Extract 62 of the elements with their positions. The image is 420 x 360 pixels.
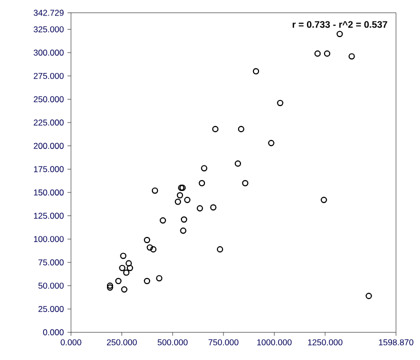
point <box>126 260 132 266</box>
x-tick-label: 250.000 <box>106 339 137 346</box>
y-tick-label: 200.000 <box>34 142 64 149</box>
y-tick-label: 50.000 <box>38 282 64 289</box>
point <box>212 126 218 132</box>
point <box>156 275 162 282</box>
y-tick-label: 0.000 <box>43 329 64 336</box>
point <box>200 165 208 172</box>
x-tick-label: 1000.000 <box>257 339 292 346</box>
point <box>184 196 190 204</box>
point <box>180 216 188 223</box>
point <box>242 180 248 186</box>
y-tick-label: 342.729 <box>34 10 64 16</box>
y-tick-label: 225.000 <box>34 120 64 126</box>
point <box>196 205 204 212</box>
point <box>106 282 114 289</box>
y-tick-label: 75.000 <box>38 259 64 266</box>
y-tick-label: 250.000 <box>34 96 64 102</box>
y-tick-label: 100.000 <box>34 236 64 242</box>
point <box>320 196 328 204</box>
x-tick-label: 1598.870 <box>378 339 414 346</box>
point <box>176 192 184 198</box>
y-tick-label: 175.000 <box>34 166 64 172</box>
point <box>160 217 166 224</box>
point <box>144 278 150 284</box>
point <box>324 50 330 57</box>
x-tick-label: 1250.000 <box>308 339 342 346</box>
point <box>277 100 284 106</box>
y-tick-label: 275.000 <box>34 72 64 79</box>
point <box>126 264 134 272</box>
point <box>238 126 244 132</box>
point <box>144 236 150 244</box>
point <box>180 228 186 234</box>
point <box>150 246 156 252</box>
point <box>366 292 372 300</box>
point <box>198 180 206 186</box>
x-tick-label: 500.000 <box>158 339 188 346</box>
point <box>216 246 224 252</box>
point <box>268 140 274 146</box>
y-tick-label: 125.000 <box>34 212 64 219</box>
point <box>348 53 355 60</box>
y-tick-label: 150.000 <box>34 189 64 196</box>
point <box>146 244 154 251</box>
point <box>106 284 114 291</box>
point <box>152 187 158 194</box>
point <box>234 160 242 167</box>
point <box>336 30 343 38</box>
point <box>115 278 122 284</box>
y-tick-label: 325.000 <box>34 26 64 32</box>
x-tick-label: 750.000 <box>208 339 238 346</box>
annotation: r = 0.733 - r^2 = 0.537 <box>292 21 388 28</box>
point <box>210 204 216 211</box>
point <box>123 269 130 276</box>
point <box>252 68 260 74</box>
point <box>120 252 126 260</box>
y-tick-label: 25.000 <box>38 306 64 312</box>
x-tick-label: 0.000 <box>60 339 82 346</box>
point <box>174 198 182 205</box>
y-tick-label: 300.000 <box>34 50 64 56</box>
point <box>119 264 126 272</box>
point <box>121 286 128 293</box>
point <box>314 50 321 57</box>
